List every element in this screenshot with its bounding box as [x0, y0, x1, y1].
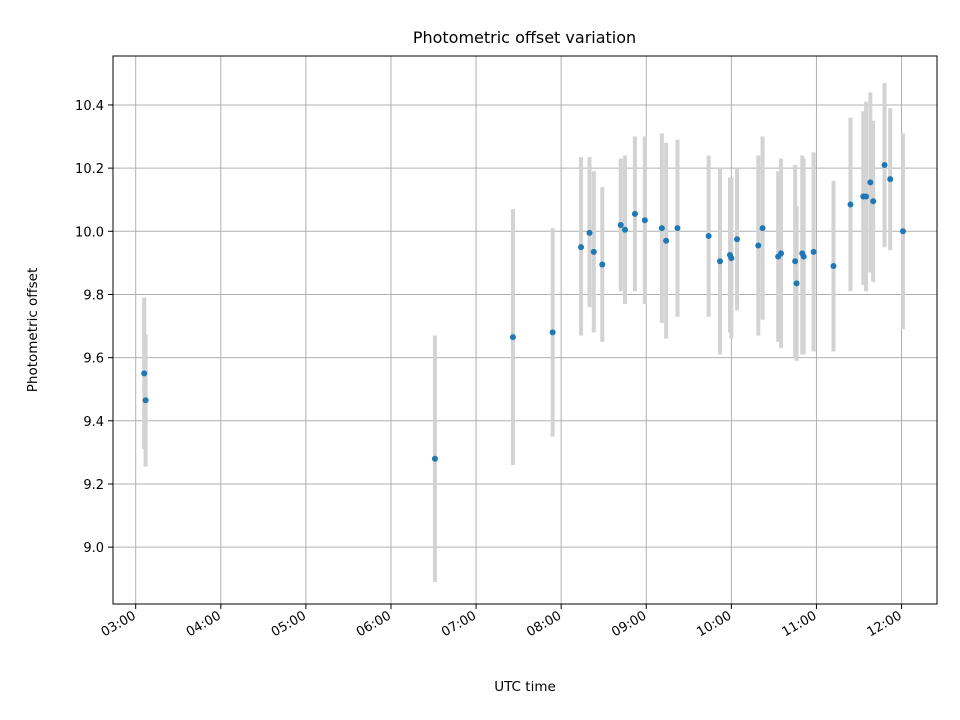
- data-point-12: [641, 217, 648, 224]
- data-point-7: [590, 248, 597, 255]
- data-point-2: [431, 455, 438, 462]
- data-point-22: [759, 225, 766, 232]
- x-tick-label-9: 12:00: [865, 608, 905, 640]
- data-point-11: [631, 210, 638, 217]
- data-point-28: [800, 253, 807, 260]
- data-point-13: [658, 225, 665, 232]
- y-tick-label-4: 9.8: [83, 288, 104, 303]
- data-point-1: [142, 397, 149, 404]
- data-point-34: [867, 179, 874, 186]
- grid-lines: [113, 56, 937, 604]
- y-tick-label-0: 9.0: [83, 541, 104, 556]
- data-point-9: [617, 221, 624, 228]
- y-tick-label-1: 9.2: [83, 478, 104, 493]
- data-point-4: [549, 329, 556, 336]
- data-point-25: [792, 258, 799, 265]
- y-axis-label: Photometric offset: [25, 268, 41, 392]
- data-point-17: [717, 258, 724, 265]
- data-point-19: [728, 255, 735, 262]
- x-tick-label-2: 05:00: [269, 608, 309, 640]
- data-point-0: [141, 370, 148, 377]
- plot-frame: [112, 55, 938, 605]
- data-point-30: [830, 263, 837, 270]
- data-point-21: [755, 242, 762, 249]
- data-point-20: [734, 236, 741, 243]
- x-tick-label-3: 06:00: [354, 608, 394, 640]
- data-point-31: [847, 201, 854, 208]
- data-point-16: [705, 233, 712, 240]
- x-tick-label-7: 10:00: [694, 608, 734, 640]
- x-tick-label-1: 04:00: [184, 608, 224, 640]
- data-point-8: [599, 261, 606, 268]
- chart-title: Photometric offset variation: [413, 28, 636, 47]
- data-point-35: [870, 198, 877, 205]
- y-tick-label-2: 9.4: [83, 415, 104, 430]
- y-axis-ticks: 9.0 9.2 9.4 9.6 9.8 10.0 10.2 10.4: [75, 99, 113, 556]
- data-point-37: [887, 176, 894, 183]
- x-tick-label-6: 09:00: [609, 608, 649, 640]
- data-point-24: [777, 250, 784, 257]
- y-tick-label-3: 9.6: [83, 352, 104, 367]
- data-point-29: [810, 248, 817, 255]
- data-point-6: [586, 229, 593, 236]
- y-tick-label-7: 10.4: [75, 99, 104, 114]
- data-point-15: [674, 225, 681, 232]
- data-point-10: [621, 226, 628, 233]
- x-axis-ticks: 03:00 04:00 05:00 06:00 07:00 08:00 09:00 10:00…: [99, 604, 905, 640]
- data-point-33: [863, 193, 870, 200]
- x-tick-label-5: 08:00: [524, 608, 564, 640]
- data-points: [141, 161, 906, 462]
- error-bars: [142, 82, 905, 582]
- x-tick-label-0: 03:00: [99, 608, 139, 640]
- x-axis-label: UTC time: [494, 679, 556, 695]
- data-point-36: [881, 161, 888, 168]
- data-point-3: [509, 334, 516, 341]
- y-tick-label-6: 10.2: [75, 162, 104, 177]
- x-tick-label-4: 07:00: [439, 608, 479, 640]
- data-point-26: [793, 280, 800, 287]
- data-point-14: [663, 237, 670, 244]
- y-tick-label-5: 10.0: [75, 225, 104, 240]
- data-point-5: [578, 244, 585, 251]
- x-tick-label-8: 11:00: [780, 608, 820, 640]
- data-point-38: [899, 228, 906, 235]
